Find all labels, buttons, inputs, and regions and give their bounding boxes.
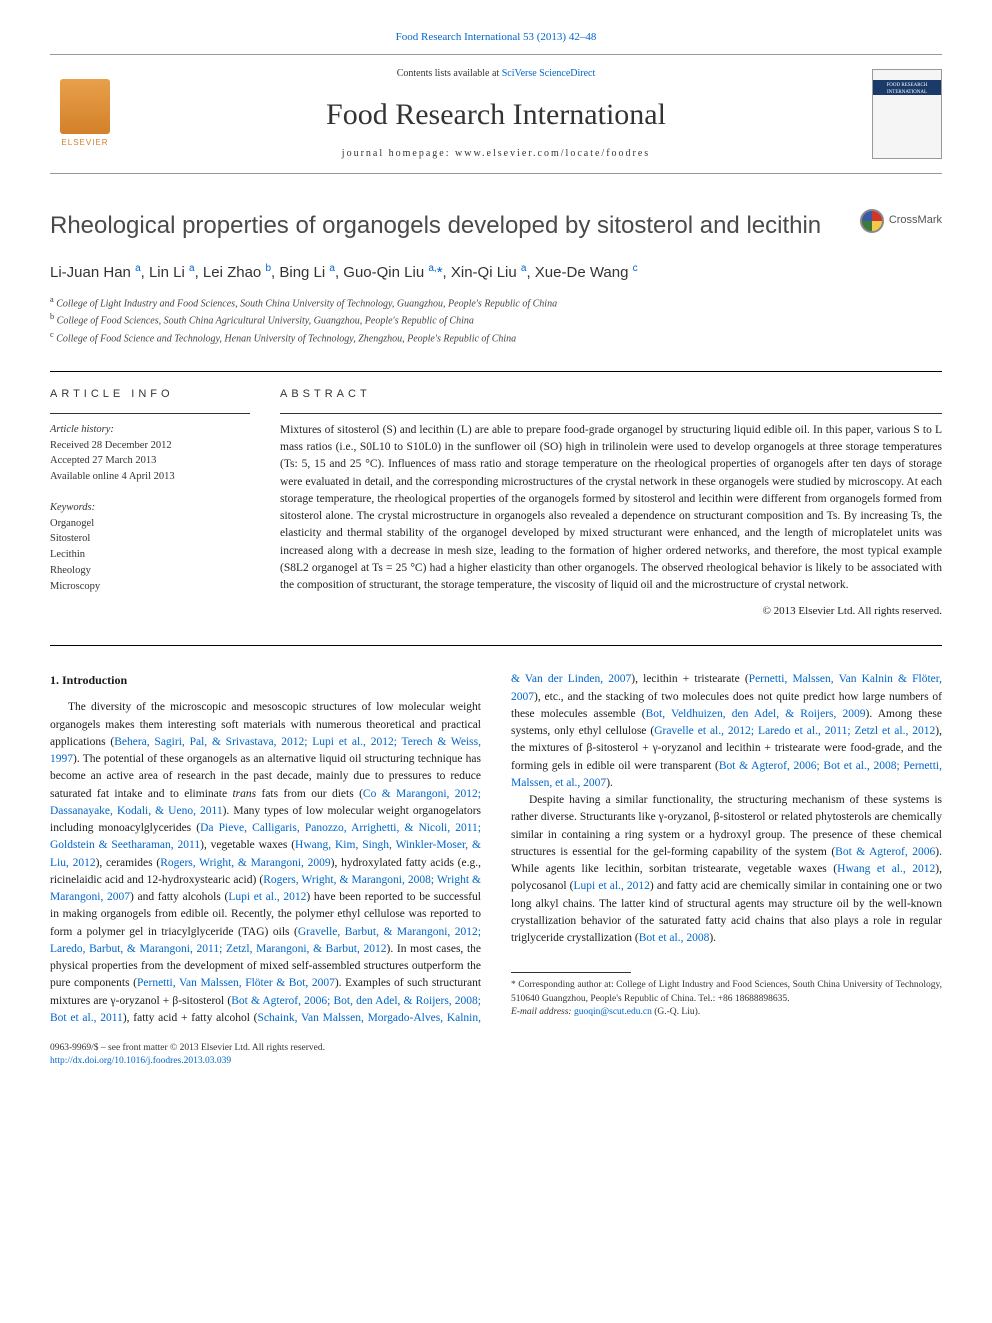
email-label: E-mail address: [511,1007,574,1017]
affiliation-b: b College of Food Sciences, South China … [50,311,942,328]
journal-title: Food Research International [120,93,872,137]
accepted-date: Accepted 27 March 2013 [50,453,250,469]
affiliation-a: a College of Light Industry and Food Sci… [50,294,942,311]
affiliations: a College of Light Industry and Food Sci… [50,294,942,346]
crossmark-icon [860,209,884,233]
intro-heading: 1. Introduction [50,671,481,689]
article-info-col: ARTICLE INFO Article history: Received 2… [50,387,250,620]
keywords-block: Keywords: Organogel Sitosterol Lecithin … [50,500,250,595]
bottom-bar: 0963-9969/$ – see front matter © 2013 El… [50,1042,942,1069]
header-center: Contents lists available at SciVerse Sci… [120,67,872,162]
contents-line: Contents lists available at SciVerse Sci… [120,67,872,82]
affiliation-c: c College of Food Science and Technology… [50,329,942,346]
keyword-4: Microscopy [50,579,250,595]
abstract-text: Mixtures of sitosterol (S) and lecithin … [280,413,942,595]
keyword-2: Lecithin [50,547,250,563]
article-title: Rheological properties of organogels dev… [50,209,942,244]
abstract-copyright: © 2013 Elsevier Ltd. All rights reserved… [280,604,942,620]
elsevier-label: ELSEVIER [61,137,108,149]
email-link[interactable]: guoqin@scut.edu.cn [574,1007,652,1017]
email-suffix: (G.-Q. Liu). [652,1007,700,1017]
footnotes: * Corresponding author at: College of Li… [511,979,942,1019]
doi-link[interactable]: http://dx.doi.org/10.1016/j.foodres.2013… [50,1056,231,1066]
keyword-3: Rheology [50,563,250,579]
authors-line: Li-Juan Han a, Lin Li a, Lei Zhao b, Bin… [50,262,942,284]
corresponding-author-note: * Corresponding author at: College of Li… [511,979,942,1006]
journal-homepage: journal homepage: www.elsevier.com/locat… [120,147,872,162]
keywords-label: Keywords: [50,500,250,516]
journal-header: ELSEVIER Contents lists available at Sci… [50,54,942,175]
intro-para-2: Despite having a similar functionality, … [511,792,942,947]
abstract-col: ABSTRACT Mixtures of sitosterol (S) and … [280,387,942,620]
article-info-heading: ARTICLE INFO [50,387,250,403]
elsevier-logo: ELSEVIER [50,74,120,154]
received-date: Received 28 December 2012 [50,438,250,454]
cover-band: FOOD RESEARCH INTERNATIONAL [873,80,941,95]
elsevier-tree-icon [60,79,110,134]
sciencedirect-link[interactable]: SciVerse ScienceDirect [502,68,596,79]
crossmark-label: CrossMark [889,213,942,229]
keyword-1: Sitosterol [50,531,250,547]
section-divider [50,645,942,646]
journal-cover-thumb: FOOD RESEARCH INTERNATIONAL [872,69,942,159]
footnote-separator [511,972,631,973]
crossmark-badge[interactable]: CrossMark [860,209,942,233]
abstract-heading: ABSTRACT [280,387,942,403]
journal-ref-link[interactable]: Food Research International 53 (2013) 42… [50,30,942,46]
article-history-block: Article history: Received 28 December 20… [50,413,250,485]
front-matter-line: 0963-9969/$ – see front matter © 2013 El… [50,1042,942,1055]
keyword-0: Organogel [50,516,250,532]
info-abstract-row: ARTICLE INFO Article history: Received 2… [50,371,942,620]
online-date: Available online 4 April 2013 [50,469,250,485]
contents-prefix: Contents lists available at [397,68,502,79]
history-label: Article history: [50,422,250,438]
body-columns: 1. Introduction The diversity of the mic… [50,671,942,1027]
email-line: E-mail address: guoqin@scut.edu.cn (G.-Q… [511,1006,942,1019]
